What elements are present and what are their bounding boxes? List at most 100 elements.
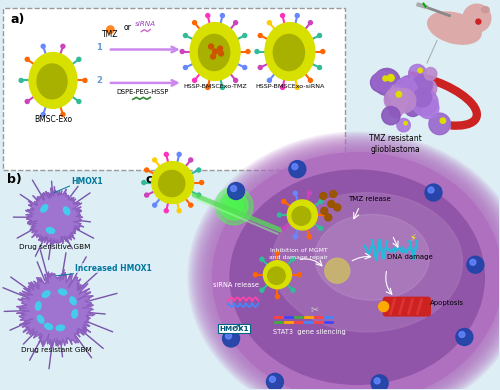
Circle shape [276,251,280,255]
Ellipse shape [272,193,462,332]
Circle shape [470,259,476,265]
Circle shape [254,273,258,277]
Circle shape [106,26,114,33]
Ellipse shape [204,146,500,390]
Ellipse shape [201,143,500,390]
Circle shape [220,14,224,18]
Circle shape [220,192,248,220]
Circle shape [210,54,216,59]
Ellipse shape [36,302,41,310]
Circle shape [371,375,388,390]
Ellipse shape [194,137,500,390]
Circle shape [384,87,406,108]
Ellipse shape [46,228,54,234]
Circle shape [197,193,201,197]
Circle shape [228,183,244,199]
Ellipse shape [72,310,78,318]
Circle shape [276,294,280,299]
Text: Apoptosis: Apoptosis [430,300,464,306]
Ellipse shape [202,145,500,390]
Circle shape [467,256,484,273]
Circle shape [280,14,284,18]
Ellipse shape [158,170,185,197]
Circle shape [291,257,295,261]
Ellipse shape [64,207,70,215]
Ellipse shape [211,152,500,390]
Text: 2: 2 [96,76,102,85]
Circle shape [177,152,181,156]
Circle shape [200,181,203,184]
Circle shape [77,99,81,103]
Circle shape [397,76,422,100]
Circle shape [319,199,323,204]
Circle shape [295,85,299,89]
Circle shape [142,181,146,184]
Circle shape [144,168,148,172]
Circle shape [25,99,29,103]
Circle shape [260,257,264,261]
Circle shape [324,213,328,217]
Circle shape [197,168,201,172]
Circle shape [308,21,312,25]
Circle shape [429,113,450,135]
Ellipse shape [216,156,498,390]
Text: TMZ resistant
glioblastoma: TMZ resistant glioblastoma [369,134,422,154]
Circle shape [258,66,262,69]
Ellipse shape [292,207,310,225]
Ellipse shape [198,34,230,71]
Circle shape [206,14,210,18]
Circle shape [83,78,87,82]
Circle shape [412,75,432,95]
Circle shape [370,73,390,92]
Circle shape [260,288,264,292]
Circle shape [215,187,253,225]
Circle shape [289,161,306,177]
Circle shape [280,85,284,89]
Circle shape [456,328,473,346]
Ellipse shape [44,323,52,330]
Circle shape [226,333,232,339]
Circle shape [418,98,439,119]
Text: Increased HMOX1: Increased HMOX1 [76,264,152,273]
Circle shape [282,199,286,204]
Circle shape [218,51,224,56]
Circle shape [164,209,168,213]
Ellipse shape [268,267,285,284]
Circle shape [255,50,259,53]
Circle shape [234,78,237,82]
Ellipse shape [198,140,500,390]
Circle shape [206,85,210,89]
Circle shape [177,209,181,213]
Circle shape [61,44,65,48]
Circle shape [184,34,188,37]
Circle shape [220,85,224,89]
Ellipse shape [288,200,318,230]
Circle shape [408,64,426,82]
Circle shape [61,113,65,117]
Circle shape [374,69,400,96]
Circle shape [390,104,403,117]
Circle shape [328,200,335,207]
Circle shape [189,203,192,207]
Ellipse shape [38,316,44,323]
Ellipse shape [189,133,500,390]
Circle shape [243,34,246,37]
Circle shape [321,50,325,53]
Text: ⚡: ⚡ [410,233,416,243]
Ellipse shape [214,155,500,390]
Circle shape [463,4,491,32]
Circle shape [77,57,81,61]
Circle shape [246,50,250,53]
Ellipse shape [482,7,489,12]
Text: DSPE-PEG-HSSP: DSPE-PEG-HSSP [116,89,169,96]
Ellipse shape [206,147,500,390]
Text: Inhibition of MGMT
and damage repair: Inhibition of MGMT and damage repair [270,248,328,260]
Circle shape [330,191,337,197]
Circle shape [41,44,45,48]
Circle shape [152,203,156,207]
Ellipse shape [199,142,500,390]
Circle shape [222,330,240,347]
Circle shape [394,78,417,100]
Ellipse shape [264,261,291,289]
FancyBboxPatch shape [3,8,344,170]
